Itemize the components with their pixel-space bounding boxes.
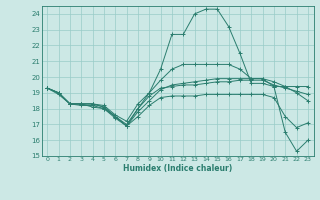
X-axis label: Humidex (Indice chaleur): Humidex (Indice chaleur) — [123, 164, 232, 173]
